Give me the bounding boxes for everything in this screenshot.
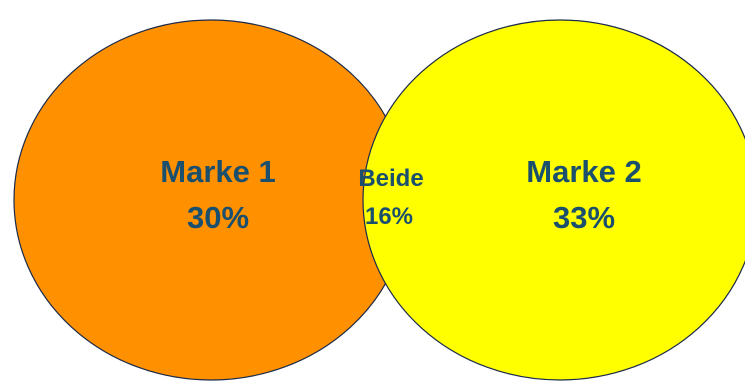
circle-marke-2 — [362, 19, 745, 381]
label-marke-1: Marke 1 — [160, 154, 275, 189]
label-beide: Beide — [358, 165, 423, 192]
value-marke-1: 30% — [187, 200, 249, 235]
value-beide: 16% — [365, 203, 413, 230]
label-marke-2: Marke 2 — [526, 154, 641, 189]
value-marke-2: 33% — [553, 200, 615, 235]
